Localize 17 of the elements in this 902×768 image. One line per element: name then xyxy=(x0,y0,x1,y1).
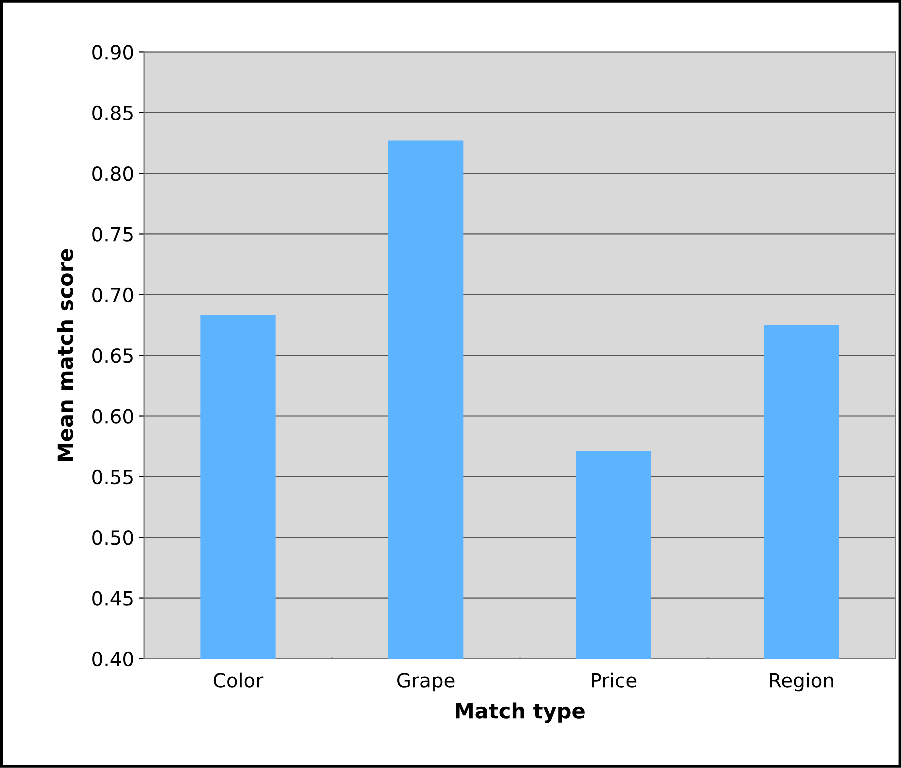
y-tick-label: 0.45 xyxy=(92,591,133,606)
x-tick-label: Price xyxy=(592,672,637,688)
y-tick-label: 0.80 xyxy=(92,166,134,182)
y-tick-label: 0.55 xyxy=(92,470,133,485)
y-tick-label: 0.60 xyxy=(92,409,134,424)
y-axis-title: Mean match score xyxy=(57,249,74,461)
y-tick-label: 0.40 xyxy=(92,652,134,667)
x-tick-label: Grape xyxy=(398,673,455,692)
x-axis-title: Match type xyxy=(456,702,585,724)
y-tick-label: 0.75 xyxy=(92,227,133,242)
y-tick-label: 0.70 xyxy=(92,288,134,303)
y-tick-label: 0.85 xyxy=(92,106,133,121)
y-tick-label: 0.65 xyxy=(92,348,133,364)
y-tick-label: 0.90 xyxy=(92,45,134,60)
x-tick-label: Region xyxy=(770,672,834,692)
y-tick-label: 0.50 xyxy=(92,530,134,546)
x-tick-label: Color xyxy=(214,672,264,688)
